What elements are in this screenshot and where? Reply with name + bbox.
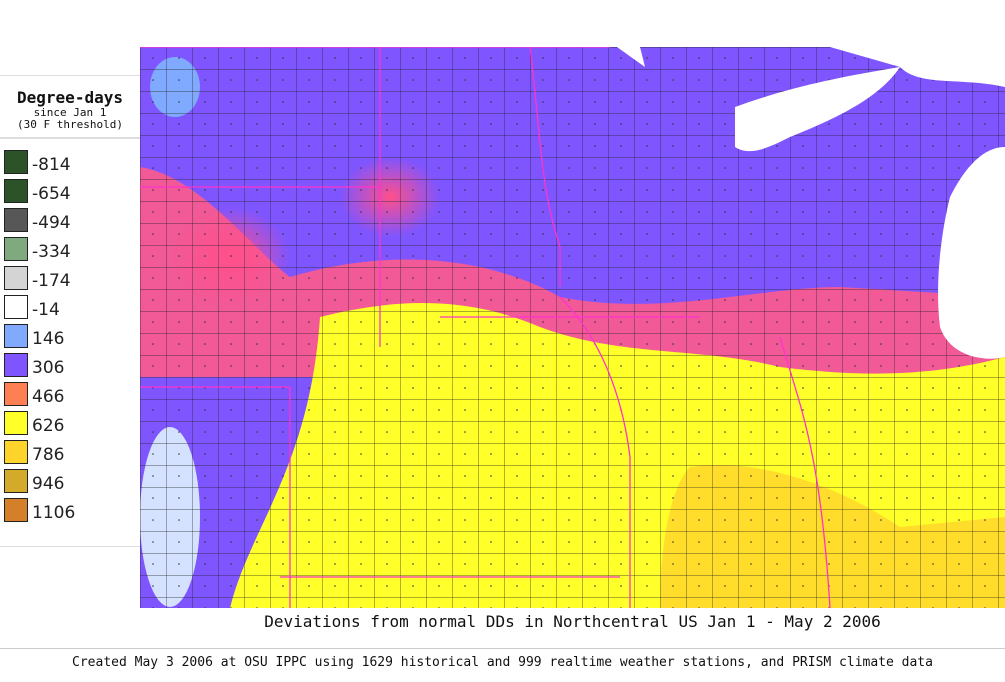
legend-value: -814 — [32, 154, 71, 175]
legend-value: -334 — [32, 241, 71, 262]
legend-swatch — [4, 265, 28, 290]
legend-value: -654 — [32, 183, 71, 204]
legend-swatch — [4, 381, 28, 406]
legend-item: -14 — [0, 292, 140, 321]
legend-value: 146 — [32, 328, 65, 349]
legend-item: -494 — [0, 205, 140, 234]
legend-swatch — [4, 468, 28, 493]
legend-item: 306 — [0, 350, 140, 379]
legend-item: 146 — [0, 321, 140, 350]
legend-item: 466 — [0, 379, 140, 408]
legend-swatch — [4, 178, 28, 203]
legend-title: Degree-days — [17, 88, 123, 107]
legend-value: -174 — [32, 270, 71, 291]
legend-subtitle: since Jan 1 — [33, 106, 107, 119]
legend-swatch — [4, 410, 28, 435]
legend-value: 1106 — [32, 502, 76, 523]
divider — [0, 648, 1005, 649]
legend-swatch — [4, 149, 28, 174]
legend-items: -814 -654 -494 -334 -174 -14 146 306 466 626 786 94… — [0, 147, 140, 524]
county-borders — [140, 47, 1005, 608]
legend-item: 946 — [0, 466, 140, 495]
legend-item: -174 — [0, 263, 140, 292]
legend-swatch — [4, 439, 28, 464]
legend-value: 946 — [32, 473, 65, 494]
legend-value: 466 — [32, 386, 65, 407]
legend-swatch — [4, 294, 28, 319]
degree-day-map — [140, 47, 1005, 608]
legend-swatch — [4, 352, 28, 377]
lake-michigan — [938, 147, 1005, 359]
legend-item: -654 — [0, 176, 140, 205]
legend-item: -814 — [0, 147, 140, 176]
legend-value: 786 — [32, 444, 65, 465]
legend-value: -14 — [32, 299, 60, 320]
legend-value: 626 — [32, 415, 65, 436]
credit-text: Created May 3 2006 at OSU IPPC using 162… — [72, 655, 933, 670]
legend-swatch — [4, 207, 28, 232]
legend-swatch — [4, 497, 28, 522]
legend-value: -494 — [32, 212, 71, 233]
map-title: Deviations from normal DDs in Northcentr… — [264, 612, 881, 631]
legend-subtitle: (30 F threshold) — [17, 118, 123, 131]
legend-item: 626 — [0, 408, 140, 437]
legend-item: 786 — [0, 437, 140, 466]
legend-value: 306 — [32, 357, 65, 378]
state-borders — [140, 47, 831, 608]
legend-swatch — [4, 323, 28, 348]
legend-swatch — [4, 236, 28, 261]
legend: Degree-days since Jan 1 (30 F threshold)… — [0, 75, 140, 547]
legend-item: 1106 — [0, 495, 140, 524]
lake-superior — [615, 47, 1005, 152]
legend-item: -334 — [0, 234, 140, 263]
divider — [0, 137, 140, 139]
